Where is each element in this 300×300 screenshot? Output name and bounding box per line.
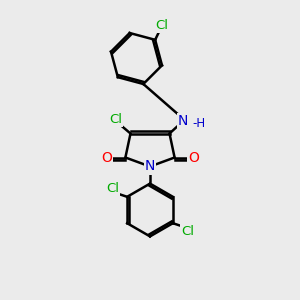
- Text: Cl: Cl: [181, 225, 194, 238]
- Text: O: O: [188, 151, 199, 164]
- Text: Cl: Cl: [109, 112, 122, 126]
- Text: O: O: [101, 151, 112, 164]
- Text: Cl: Cl: [106, 182, 119, 195]
- Text: -H: -H: [192, 117, 206, 130]
- Text: N: N: [178, 114, 188, 128]
- Text: Cl: Cl: [156, 19, 169, 32]
- Text: N: N: [145, 160, 155, 173]
